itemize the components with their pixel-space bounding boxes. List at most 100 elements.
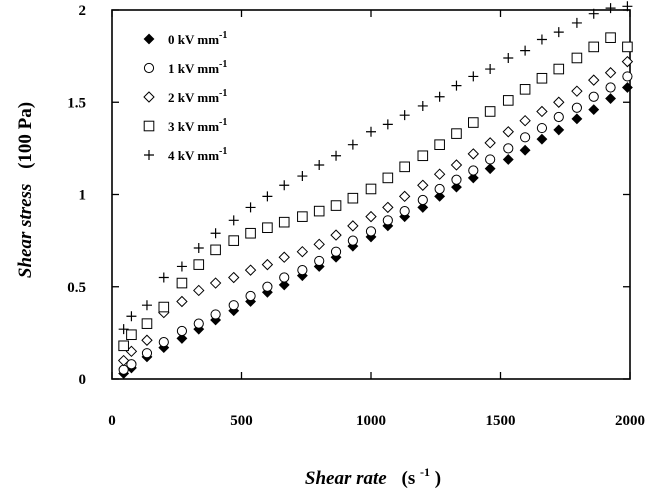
point-s3-23 [502, 95, 514, 106]
point-s3-24 [519, 84, 531, 95]
point-s2-29 [604, 67, 617, 79]
point-s0-20 [451, 181, 462, 193]
point-s1-24 [520, 132, 531, 143]
point-s1-14 [347, 235, 358, 246]
point-s3-7 [228, 235, 240, 246]
point-s3-3 [158, 301, 170, 313]
x-tick-label-2: 1000 [356, 413, 386, 429]
point-s4-17 [399, 110, 410, 121]
point-s4-4 [176, 261, 187, 272]
x-axis-title-close: ) [435, 468, 441, 489]
point-s4-25 [536, 34, 547, 45]
point-s2-14 [347, 220, 359, 232]
point-s0-29 [605, 93, 616, 104]
point-s4-22 [485, 64, 496, 75]
point-s0-18 [417, 201, 429, 213]
point-s4-20 [451, 80, 462, 91]
point-s0-30 [621, 82, 633, 93]
point-s2-30 [621, 55, 634, 68]
point-s1-17 [399, 206, 410, 217]
point-s4-7 [228, 215, 239, 226]
point-s2-8 [244, 264, 257, 276]
point-s1-8 [245, 290, 256, 302]
point-s2-2 [141, 334, 153, 346]
legend-label-3: 3 kV mm-1 [168, 117, 227, 134]
x-axis-tick-labels: 0 500 1000 1500 2000 [108, 413, 645, 429]
point-s3-18 [417, 150, 429, 162]
point-s4-3 [158, 272, 169, 283]
point-s1-25 [536, 122, 548, 134]
point-s4-15 [366, 126, 376, 137]
point-s1-3 [158, 337, 169, 348]
legend-label-0: 0 kV mm-1 [168, 30, 227, 47]
point-s4-29 [605, 3, 616, 14]
point-s2-16 [382, 201, 394, 214]
point-s1-13 [330, 246, 342, 257]
point-s4-24 [520, 45, 531, 56]
point-s2-11 [296, 245, 309, 258]
y-tick-label-3: 1.5 [67, 95, 86, 111]
point-s2-7 [228, 271, 240, 284]
point-s4-30 [622, 1, 633, 12]
point-s1-15 [365, 226, 377, 237]
point-s4-6 [210, 228, 221, 239]
point-s1-28 [588, 91, 599, 102]
point-s3-28 [588, 41, 600, 53]
point-s0-10 [278, 279, 290, 291]
point-s2-17 [398, 190, 411, 203]
point-s4-5 [193, 243, 204, 254]
point-s0-22 [484, 163, 496, 175]
point-s1-0 [118, 364, 129, 375]
legend-marker-3 [143, 120, 155, 132]
point-s2-19 [433, 168, 446, 180]
point-s2-4 [176, 295, 188, 308]
x-axis-title-exponent: -1 [420, 465, 430, 479]
point-s4-9 [262, 191, 273, 202]
point-s0-25 [536, 133, 548, 145]
point-s3-17 [399, 161, 410, 173]
point-s1-12 [314, 255, 325, 267]
point-s0-21 [467, 172, 479, 184]
point-s4-16 [382, 119, 393, 130]
point-s1-9 [262, 281, 273, 292]
point-s2-25 [536, 105, 548, 118]
point-s0-28 [588, 104, 600, 116]
x-tick-label-0: 0 [108, 413, 116, 429]
point-s0-19 [434, 190, 446, 202]
point-s3-8 [245, 227, 256, 239]
point-s3-29 [605, 32, 616, 43]
point-s2-27 [571, 85, 583, 97]
point-s4-11 [297, 171, 308, 182]
point-s4-0 [118, 324, 129, 335]
point-s3-5 [193, 259, 205, 270]
point-s1-21 [468, 165, 479, 176]
y-axis-tick-labels: 0 0.5 1 1.5 2 [67, 3, 86, 388]
point-s2-13 [330, 229, 342, 241]
point-s4-21 [468, 71, 479, 82]
point-s4-26 [553, 27, 564, 38]
point-s3-16 [382, 172, 394, 184]
y-tick-label-2: 1 [79, 188, 87, 204]
point-s1-18 [417, 194, 428, 206]
point-s2-12 [313, 238, 325, 251]
point-s1-26 [553, 111, 564, 123]
point-s1-6 [210, 309, 221, 320]
point-s2-23 [502, 126, 514, 138]
point-s3-15 [365, 183, 377, 195]
point-s4-13 [331, 150, 342, 161]
point-s3-22 [484, 106, 496, 117]
point-s1-4 [176, 325, 188, 337]
point-s1-27 [571, 102, 583, 113]
x-tick-label-1: 500 [230, 413, 253, 429]
point-s2-28 [588, 74, 600, 86]
point-s1-16 [382, 215, 393, 226]
point-s1-20 [451, 174, 462, 185]
y-axis-title-unit: (100 Pa) [15, 102, 36, 169]
point-s1-10 [279, 272, 290, 283]
y-tick-label-1: 0.5 [67, 280, 86, 296]
point-s3-20 [451, 128, 462, 139]
point-s3-30 [622, 41, 633, 53]
point-s2-22 [484, 137, 496, 149]
point-s3-25 [536, 72, 548, 84]
legend-label-2: 2 kV mm-1 [168, 88, 227, 105]
